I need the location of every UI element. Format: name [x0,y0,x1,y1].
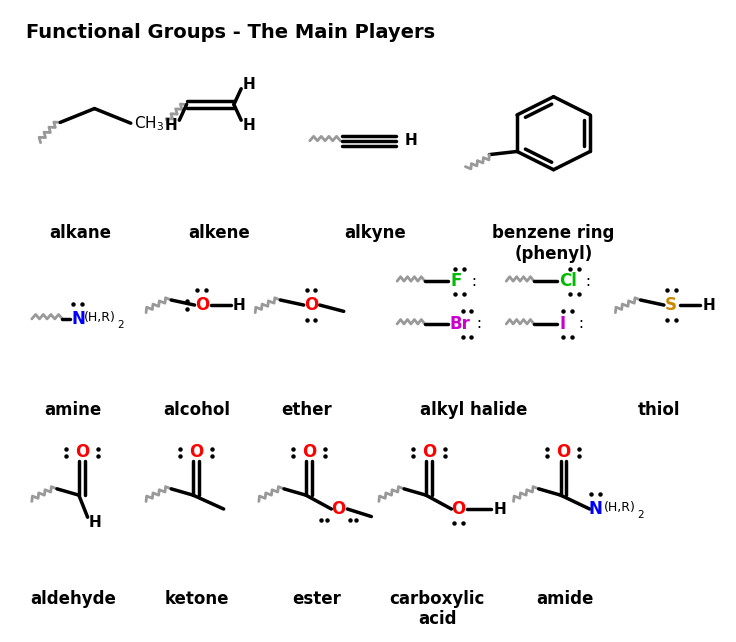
Text: :: : [574,317,584,331]
Text: :: : [581,273,591,289]
Text: (H,R): (H,R) [84,311,116,324]
Text: ketone: ketone [165,589,229,607]
Text: amide: amide [536,589,593,607]
Text: alcohol: alcohol [163,401,230,419]
Text: H: H [494,501,506,517]
Text: H: H [233,297,246,313]
Text: O: O [331,500,346,518]
Text: alkyl halide: alkyl halide [420,401,527,419]
Text: H: H [405,134,418,148]
Text: H: H [243,77,255,92]
Text: 2: 2 [637,510,644,520]
Text: aldehyde: aldehyde [30,589,116,607]
Text: H: H [702,297,715,313]
Text: N: N [589,500,603,518]
Text: O: O [422,444,436,462]
Text: ether: ether [280,401,331,419]
Text: thiol: thiol [638,401,680,419]
Text: alkane: alkane [49,225,112,243]
Text: O: O [302,444,316,462]
Text: :: : [472,317,482,331]
Text: CH$_3$: CH$_3$ [135,114,165,132]
Text: Br: Br [450,315,470,333]
Text: O: O [556,444,570,462]
Text: F: F [450,272,461,290]
Text: Functional Groups - The Main Players: Functional Groups - The Main Players [26,23,435,42]
Text: 2: 2 [117,320,124,330]
Text: benzene ring
(phenyl): benzene ring (phenyl) [492,225,615,263]
Text: O: O [195,296,209,314]
Text: O: O [74,444,89,462]
Text: H: H [89,516,102,530]
Text: O: O [452,500,466,518]
Text: S: S [665,296,677,314]
Text: carboxylic
acid: carboxylic acid [389,589,485,629]
Text: I: I [559,315,565,333]
Text: O: O [304,296,318,314]
Text: :: : [467,273,477,289]
Text: N: N [71,310,85,328]
Text: alkyne: alkyne [344,225,406,243]
Text: O: O [189,444,203,462]
Text: H: H [243,118,255,134]
Text: Cl: Cl [559,272,577,290]
Text: H: H [165,118,178,134]
Text: amine: amine [45,401,102,419]
Text: (H,R): (H,R) [604,501,636,514]
Text: ester: ester [293,589,342,607]
Text: alkene: alkene [188,225,250,243]
